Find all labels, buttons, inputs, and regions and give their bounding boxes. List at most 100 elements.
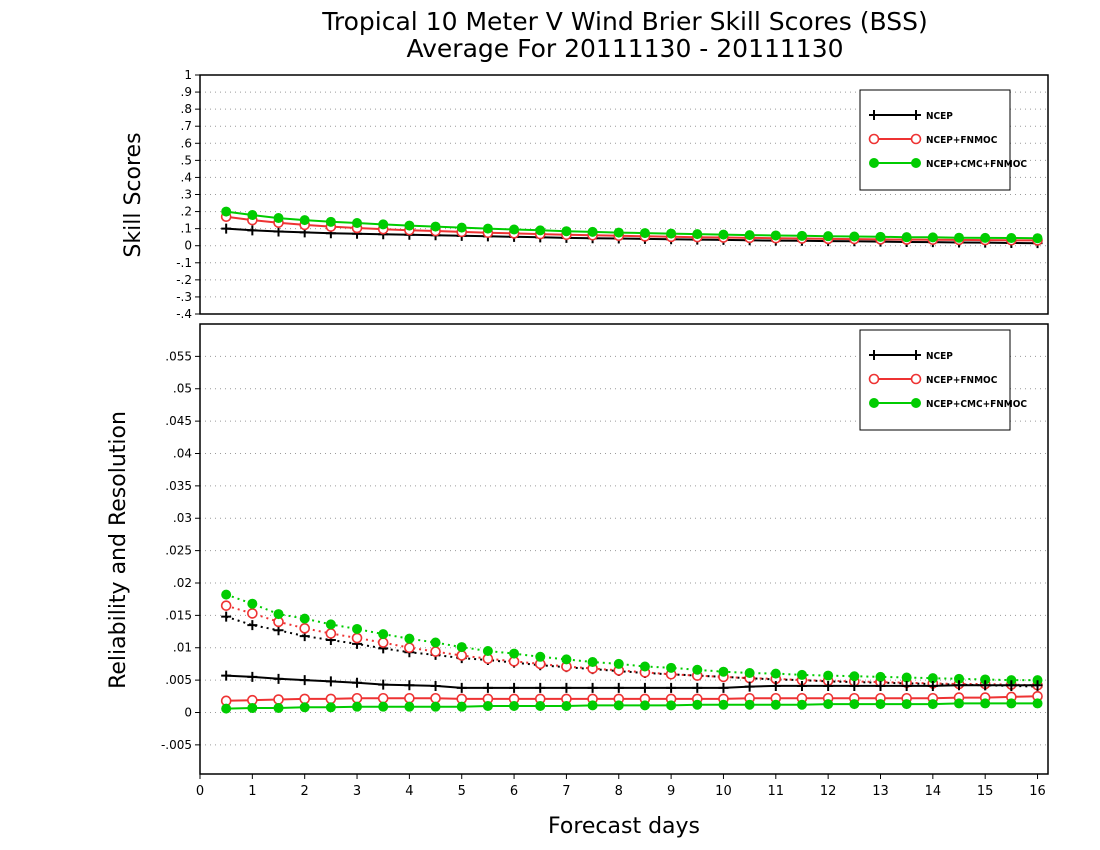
data-point: [404, 701, 415, 712]
skill-score-panel: -.4 -.3 -.2 -.1 0 .1 .2 .3 .4 .5 .6 .7 .8 .9 1 Skill Sc…: [121, 68, 1049, 321]
data-point: [692, 682, 703, 693]
data-point: [482, 682, 493, 693]
data-point: [430, 637, 441, 648]
data-point: [325, 619, 336, 630]
data-point: [509, 648, 520, 659]
data-point: [430, 701, 441, 712]
data-point: [1006, 698, 1017, 709]
series-line-ncep-cmc-fnmoc-resolution: [225, 593, 1038, 682]
data-point: [639, 700, 650, 711]
data-point: [587, 700, 598, 711]
plot-frame: [199, 74, 1049, 315]
y-tick-label: -.005: [161, 738, 192, 752]
data-point: [770, 699, 781, 710]
data-point: [247, 225, 258, 236]
data-point: [718, 666, 729, 677]
legend-entry: NCEP: [869, 350, 953, 362]
legend-marker: [911, 350, 921, 360]
data-point: [299, 702, 310, 713]
x-tick-label: 10: [715, 784, 732, 799]
data-point: [849, 699, 860, 710]
data-point: [378, 701, 389, 712]
data-point: [377, 637, 389, 648]
data-point: [482, 223, 493, 234]
legend-marker: [910, 373, 922, 385]
data-point: [613, 700, 624, 711]
data-point: [666, 700, 677, 711]
data-point: [1006, 233, 1017, 244]
legend-entry: NCEP+FNMOC: [868, 133, 998, 146]
data-point: [561, 226, 572, 237]
series-line-ncep-fnmoc-resolution: [225, 604, 1038, 687]
series-ncep-cmc-fnmoc: [221, 206, 1043, 244]
data-point: [561, 682, 572, 693]
y-tick-label: 1: [184, 68, 192, 82]
data-point: [1006, 680, 1017, 691]
data-point: [770, 680, 781, 691]
data-point: [273, 673, 284, 684]
data-point: [770, 230, 781, 241]
legend: NCEP NCEP+FNMOC NCEP+CMC+FNMOC: [859, 329, 1027, 431]
x-tick-label: 4: [405, 784, 413, 799]
data-point: [221, 611, 232, 622]
chart-title-line2: Average For 20111130 - 20111130: [406, 34, 843, 63]
x-tick-label: 8: [615, 784, 623, 799]
x-tick-label: 3: [353, 784, 361, 799]
data-point: [273, 213, 284, 224]
data-point: [823, 680, 834, 691]
data-point: [299, 693, 310, 705]
y-tick-label: .6: [181, 136, 192, 150]
data-point: [875, 231, 886, 242]
y-tick-label: .8: [181, 102, 192, 116]
data-point: [849, 680, 860, 691]
y-tick-label: .005: [165, 673, 192, 687]
x-tick-label: 12: [820, 784, 837, 799]
y-tick-label: .05: [173, 382, 192, 396]
legend-entry: NCEP+CMC+FNMOC: [869, 398, 1027, 410]
legend-entry: NCEP: [869, 110, 953, 122]
y-tick-label: .4: [181, 170, 192, 184]
data-point: [299, 215, 310, 226]
data-point: [378, 679, 389, 690]
legend-marker: [868, 133, 880, 145]
y-tick-label: -.2: [176, 273, 192, 287]
data-point: [954, 680, 965, 691]
plot-frame: [199, 323, 1049, 775]
y-axis-label: Reliability and Resolution: [106, 411, 131, 689]
data-point: [351, 632, 363, 644]
data-point: [247, 671, 258, 682]
data-point: [927, 680, 938, 691]
data-point: [247, 209, 258, 220]
y-tick-label: .03: [173, 511, 192, 525]
data-point: [456, 642, 467, 653]
data-point: [352, 218, 363, 229]
data-point: [535, 701, 546, 712]
legend-label: NCEP+FNMOC: [926, 135, 998, 146]
series-ncep-fnmoc: [220, 211, 1043, 246]
x-axis-label: Forecast days: [548, 814, 700, 839]
data-point: [430, 221, 441, 232]
data-point: [613, 227, 624, 238]
data-point: [430, 680, 441, 691]
y-tick-label: .1: [181, 222, 192, 236]
x-tick-label: 7: [562, 784, 570, 799]
data-point: [535, 651, 546, 662]
data-point: [430, 692, 441, 704]
data-point: [456, 222, 467, 233]
y-tick-label: .3: [181, 188, 192, 202]
reliability-resolution-panel: -.005 0 .005 .01 .015 .02 .025 .03 .035 .04 .045 .0…: [106, 323, 1049, 839]
series-line-ncep-fnmoc-reliability: [226, 695, 1038, 702]
data-point: [509, 682, 520, 693]
legend-label: NCEP: [926, 111, 953, 122]
data-point: [273, 609, 284, 620]
y-tick-label: -.3: [176, 290, 192, 304]
x-tick-label: 2: [301, 784, 309, 799]
y-tick-label: -.1: [176, 256, 192, 270]
series-ncep-cmc-fnmoc-resolution: [221, 589, 1043, 686]
data-point: [404, 642, 415, 654]
legend-marker: [869, 398, 879, 408]
x-axis-ticks: 0 1 2 3 4 5 6 7 8 9 10 11 12 13 14 15 16: [196, 774, 1046, 799]
data-point: [561, 654, 572, 665]
data-point: [744, 230, 755, 241]
